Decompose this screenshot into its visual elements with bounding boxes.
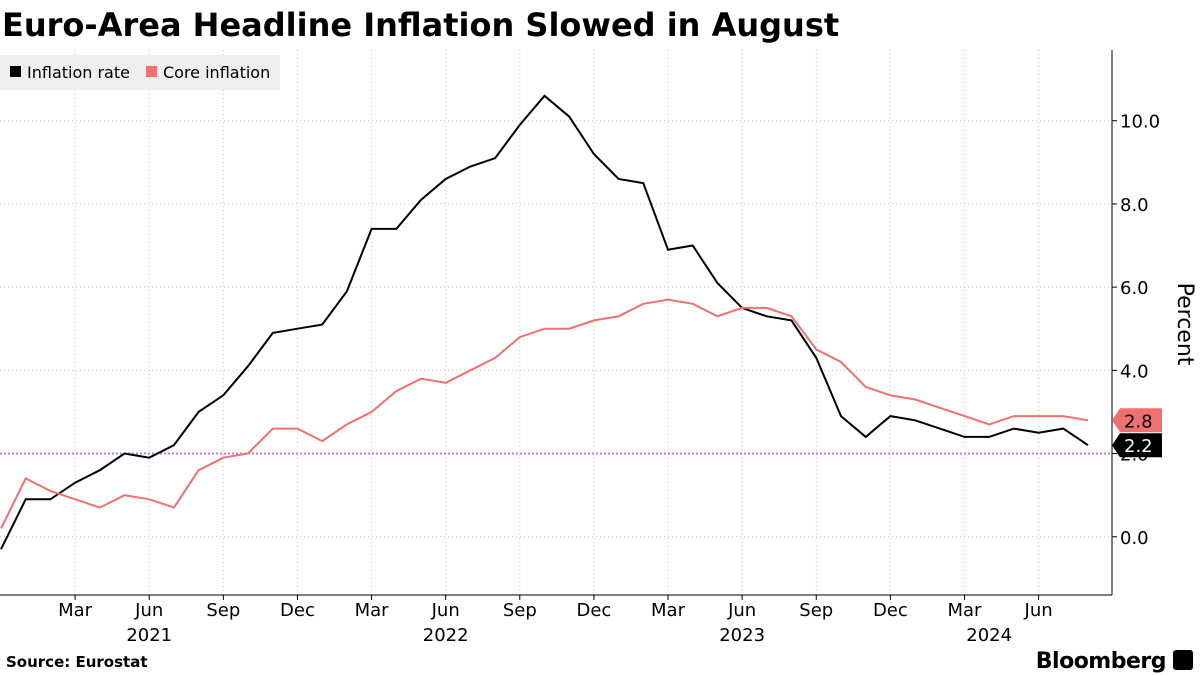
x-tick-label: Sep [503,600,537,621]
y-tick-label: 10.0 [1120,112,1160,133]
x-tick-label: Dec [873,600,908,621]
legend-swatch [145,66,157,77]
x-tick-label: Mar [947,600,982,621]
legend-swatch [10,66,21,77]
y-tick-label: 0.0 [1120,528,1149,549]
legend-box [0,55,281,90]
y-tick-label: 8.0 [1120,195,1149,216]
x-tick-label: Jun [727,600,756,621]
x-year-label: 2022 [423,625,469,646]
x-tick-label: Mar [355,600,390,621]
x-year-label: 2024 [966,625,1012,646]
brand: Bloomberg [1036,649,1166,674]
x-tick-label: Sep [799,600,833,621]
x-year-label: 2021 [126,625,172,646]
brand-icon [1173,650,1193,670]
x-tick-label: Mar [58,600,93,621]
x-tick-label: Sep [206,600,240,621]
end-label-box [1112,408,1162,433]
legend-label: Inflation rate [27,63,130,82]
legend-label: Core inflation [163,63,270,82]
end-label: 2.8 [1124,411,1153,432]
y-axis-label: Percent [1172,283,1197,366]
x-tick-label: Jun [1024,600,1053,621]
chart-title: Euro-Area Headline Inflation Slowed in A… [2,6,839,44]
end-label-box [1112,433,1162,458]
x-tick-label: Dec [280,600,315,621]
x-tick-label: Dec [576,600,611,621]
x-tick-label: Jun [134,600,163,621]
end-label: 2.2 [1124,436,1153,457]
x-year-label: 2023 [719,625,765,646]
y-tick-label: 6.0 [1120,278,1149,299]
source: Source: Eurostat [6,653,148,671]
line-series [0,298,1089,529]
line-series [0,94,1089,550]
y-tick-label: 4.0 [1120,361,1149,382]
x-tick-label: Mar [651,600,686,621]
x-tick-label: Jun [431,600,460,621]
